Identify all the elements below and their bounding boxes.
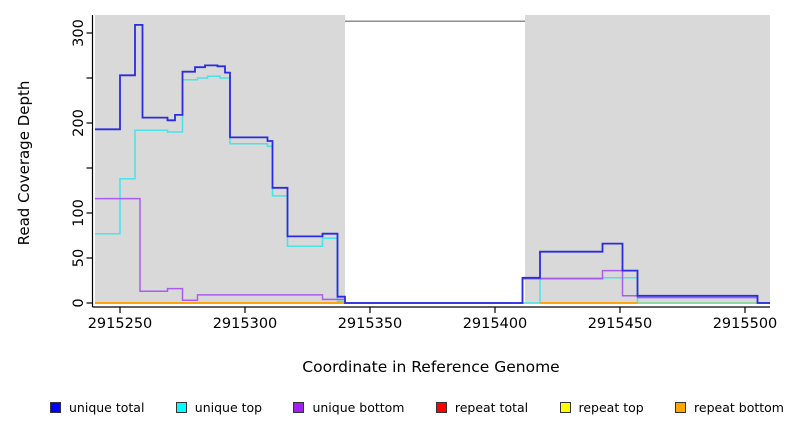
legend-swatch-repeat-top <box>559 402 571 413</box>
series-line-unique-total <box>95 24 770 304</box>
x-tick-label: 2915500 <box>713 316 778 332</box>
legend-item-repeat-total: repeat total <box>435 400 529 415</box>
legend-item-repeat-bottom: repeat bottom <box>675 400 784 415</box>
legend-label: unique total <box>69 400 145 415</box>
plot-canvas: 2915250 2915300 2915350 2915400 2915450 29155… <box>71 15 778 332</box>
legend: unique total unique top unique bottom repea… <box>50 400 784 415</box>
legend-swatch-unique-top <box>175 402 187 413</box>
legend-item-repeat-top: repeat top <box>559 400 644 415</box>
legend-label: unique bottom <box>312 400 405 415</box>
x-tick-label: 2915400 <box>463 316 528 332</box>
shaded-region-left <box>95 15 345 304</box>
x-tick-label: 2915350 <box>338 316 403 332</box>
y-tick-label: 0 <box>71 298 87 307</box>
legend-item-unique-total: unique total <box>50 400 144 415</box>
x-axis-title: Coordinate in Reference Genome <box>302 358 560 376</box>
y-tick-label: 100 <box>71 199 87 227</box>
legend-label: unique top <box>194 400 263 415</box>
legend-swatch-repeat-total <box>435 402 447 413</box>
legend-swatch-repeat-bottom <box>675 402 687 413</box>
legend-label: repeat bottom <box>694 400 784 415</box>
legend-label: repeat top <box>578 400 644 415</box>
y-tick-label: 200 <box>71 109 87 137</box>
legend-item-unique-top: unique top <box>175 400 263 415</box>
x-tick-label: 2915450 <box>588 316 653 332</box>
y-axis-title: Read Coverage Depth <box>15 80 33 246</box>
y-tick-label: 50 <box>71 249 87 267</box>
legend-label: repeat total <box>454 400 529 415</box>
x-tick-label: 2915250 <box>88 316 153 332</box>
legend-swatch-unique-bottom <box>293 402 305 413</box>
legend-swatch-unique-total <box>50 402 61 413</box>
x-tick-label: 2915300 <box>213 316 278 332</box>
shaded-region-right <box>525 15 770 304</box>
legend-item-unique-bottom: unique bottom <box>293 400 405 415</box>
y-tick-label: 300 <box>71 19 87 47</box>
